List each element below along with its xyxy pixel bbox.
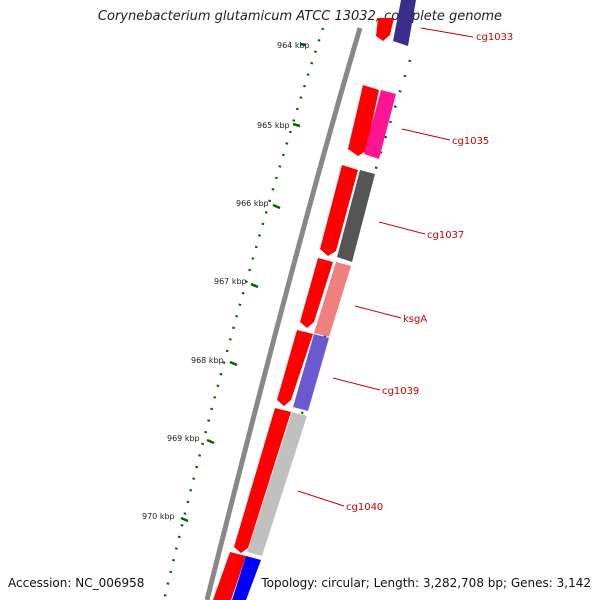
forward-strand-genes <box>213 18 394 600</box>
gene-arrow-forward[interactable] <box>376 18 394 41</box>
gene-cg1039[interactable] <box>293 334 329 411</box>
leader-line-cg1035 <box>401 128 451 141</box>
gene-cg1035[interactable] <box>364 90 396 159</box>
gene-arrow-forward[interactable] <box>320 165 358 256</box>
leader-line-cg1039 <box>332 377 381 391</box>
genome-summary-text: Topology: circular; Length: 3,282,708 bp… <box>261 576 591 590</box>
gene-arrow-forward[interactable] <box>213 552 246 600</box>
gene-labels: cg1033 cg1035 cg1037 ksgA cg1039 cg1040 <box>346 32 513 513</box>
kbp-tick <box>229 360 238 367</box>
kbp-label: 967 kbp <box>214 277 247 286</box>
kbp-label: 966 kbp <box>236 199 269 208</box>
leader-line-cg1037 <box>378 221 426 235</box>
kbp-scale: 964 kbp 965 kbp 966 kbp 967 kbp 968 kbp … <box>142 41 310 523</box>
gene-label-cg1039[interactable]: cg1039 <box>382 386 419 397</box>
gene-ksgA[interactable] <box>314 262 351 337</box>
gene-label-cg1040[interactable]: cg1040 <box>346 502 383 513</box>
gene-next[interactable] <box>232 556 261 600</box>
gene-label-ksgA[interactable]: ksgA <box>403 314 427 325</box>
gene-arrow-forward[interactable] <box>300 258 333 328</box>
gene-cg1033[interactable] <box>393 0 416 46</box>
kbp-label: 970 kbp <box>142 512 175 521</box>
genome-backbone <box>204 27 363 600</box>
gene-cg1037[interactable] <box>337 170 375 262</box>
accession-text: Accession: NC_006958 <box>8 576 145 590</box>
kbp-tick <box>206 438 215 445</box>
kbp-label: 968 kbp <box>191 356 224 365</box>
kbp-label: 969 kbp <box>167 434 200 443</box>
gene-arrow-forward[interactable] <box>348 85 379 156</box>
kbp-tick <box>299 42 307 47</box>
gene-arrow-forward[interactable] <box>234 408 291 553</box>
kbp-tick <box>180 516 189 523</box>
kbp-tick <box>272 203 281 210</box>
kbp-label: 964 kbp <box>277 41 310 50</box>
gene-cg1040[interactable] <box>247 412 307 556</box>
reverse-strand-genes <box>232 0 416 600</box>
leader-line-ksgA <box>354 305 402 319</box>
leader-line-cg1033 <box>420 27 474 38</box>
gene-label-cg1035[interactable]: cg1035 <box>452 136 489 147</box>
kbp-tick <box>250 282 259 289</box>
kbp-tick <box>292 122 301 128</box>
inner-tick-ring <box>260 59 412 551</box>
kbp-label: 965 kbp <box>257 121 290 130</box>
scale-dotted-ring <box>162 27 325 600</box>
leader-line-cg1040 <box>297 490 345 507</box>
gene-label-cg1033[interactable]: cg1033 <box>476 32 513 43</box>
gene-label-leaders <box>297 27 474 507</box>
gene-arrow-forward[interactable] <box>277 330 313 406</box>
gene-label-cg1037[interactable]: cg1037 <box>427 230 464 241</box>
